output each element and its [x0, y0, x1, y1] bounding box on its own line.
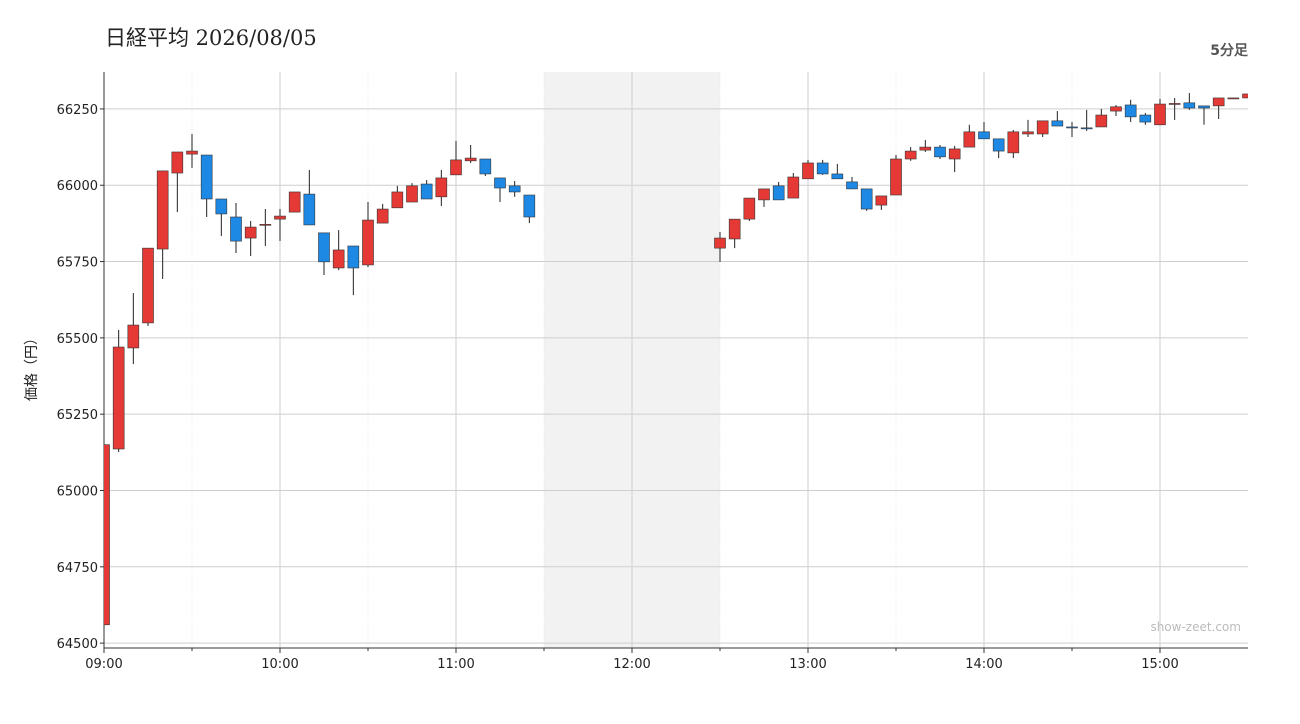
candle-body: [1080, 127, 1093, 130]
chart-title: 日経平均 2026/08/05: [105, 26, 317, 50]
candle-body: [303, 193, 316, 226]
candle-body: [288, 191, 301, 213]
candle-body: [1198, 105, 1210, 109]
candle-body: [978, 131, 990, 140]
candle-body: [787, 176, 800, 199]
subtitle: 5分足: [1210, 43, 1249, 59]
candle-body: [215, 198, 228, 215]
candle-body: [332, 249, 345, 269]
candle-body: [244, 226, 257, 239]
candle-body: [318, 232, 330, 263]
candle-body: [1051, 120, 1064, 127]
candle-body: [1183, 102, 1196, 109]
candle-body: [963, 131, 976, 148]
x-tick-label: 14:00: [965, 657, 1002, 672]
y-tick-label: 64500: [57, 637, 98, 652]
candle-body: [1095, 114, 1108, 128]
y-tick-label: 65750: [57, 256, 98, 271]
x-tick-label: 11:00: [437, 657, 474, 672]
candle-body: [171, 151, 184, 174]
candle-body: [1110, 106, 1122, 112]
plot-back: [103, 72, 1248, 648]
candle-body: [890, 158, 902, 196]
candle-body: [992, 138, 1005, 152]
x-tick-label: 15:00: [1141, 657, 1178, 672]
candle-body: [1066, 126, 1078, 129]
candle-body: [714, 237, 726, 249]
y-tick-label: 66000: [57, 179, 98, 194]
candle-body: [816, 162, 829, 175]
candles: [104, 93, 1248, 626]
candle-body: [464, 157, 477, 162]
candle-body: [420, 183, 433, 200]
candle-body: [1168, 103, 1181, 105]
candle-body: [802, 162, 814, 180]
candle-body: [127, 324, 140, 349]
y-tick-label: 65500: [57, 332, 98, 347]
candle-body: [728, 218, 741, 240]
candle-body: [523, 194, 536, 218]
candle-body: [494, 177, 506, 189]
candle-body: [230, 216, 242, 242]
x-tick-label: 12:00: [613, 657, 650, 672]
candle-body: [376, 208, 389, 224]
candle-body: [259, 224, 272, 226]
candle-body: [362, 219, 374, 266]
watermark: show-zeet.com: [1150, 620, 1241, 634]
candle-body: [347, 245, 360, 269]
x-tick-label: 13:00: [789, 657, 826, 672]
candle-body: [1022, 131, 1034, 135]
candle-body: [1139, 114, 1152, 123]
candle-body: [904, 150, 917, 160]
y-axis-label: 価格（円）: [24, 331, 40, 401]
candle-body: [919, 146, 932, 151]
y-tick-label: 65250: [57, 408, 98, 423]
candle-body: [1036, 120, 1049, 135]
candle-body: [1154, 103, 1166, 126]
candle-body: [1007, 131, 1020, 154]
candle-body: [406, 185, 418, 203]
x-tick-label: 09:00: [85, 657, 122, 672]
candle-body: [450, 159, 462, 176]
candle-body: [186, 150, 198, 155]
candle-body: [391, 191, 404, 209]
candle-body: [875, 195, 888, 206]
candle-body: [948, 148, 961, 160]
candle-body: [200, 154, 213, 200]
candle-body: [846, 181, 858, 190]
candle-body: [860, 188, 873, 210]
candle-body: [274, 215, 286, 220]
candle-body: [142, 247, 154, 324]
y-tick-label: 65000: [57, 484, 98, 499]
candle-body: [772, 185, 785, 201]
candle-body: [1242, 93, 1248, 99]
candle-body: [156, 170, 169, 250]
candle-body: [743, 197, 756, 220]
candle-body: [934, 146, 946, 158]
y-tick-label: 64750: [57, 561, 98, 576]
candle-body: [831, 173, 844, 180]
candle-body: [479, 158, 492, 175]
candle-body: [435, 177, 448, 198]
y-tick-label: 66250: [57, 103, 98, 118]
candle-body: [1124, 104, 1137, 118]
candle-body: [758, 188, 770, 201]
candle-body: [1212, 97, 1225, 107]
candle-body: [508, 185, 521, 193]
candle-body: [1227, 97, 1240, 100]
x-tick-label: 10:00: [261, 657, 298, 672]
candle-body: [112, 346, 125, 450]
candle-body: [104, 444, 110, 626]
